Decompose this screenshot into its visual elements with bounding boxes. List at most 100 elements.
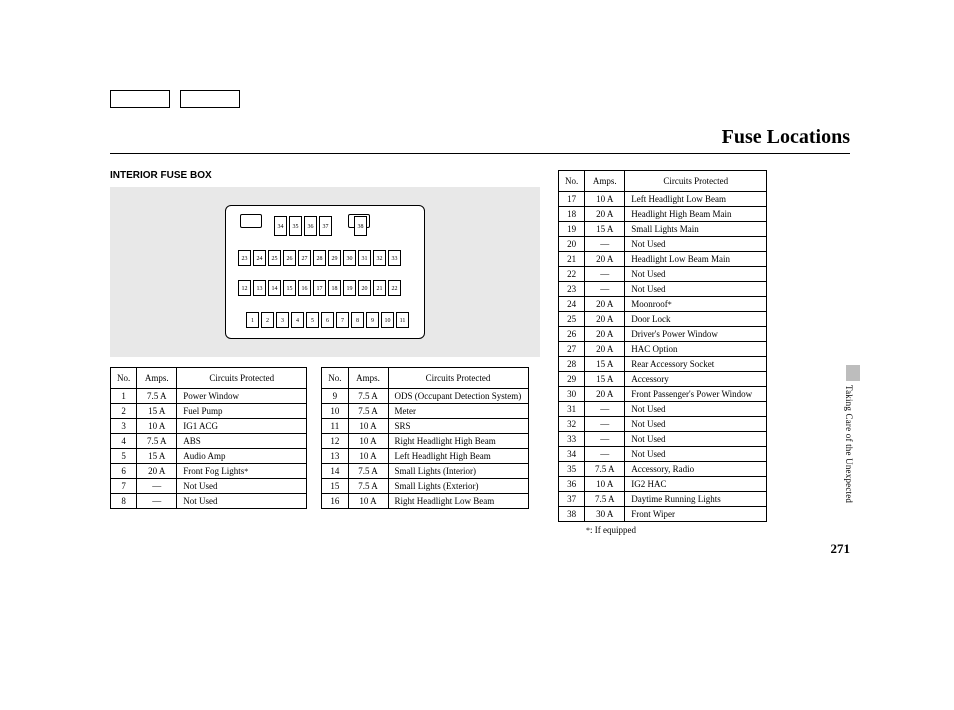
cell-no: 14 [322,464,348,479]
th-amps: Amps. [137,368,177,389]
cell-no: 26 [559,327,585,342]
cell-amps: — [585,237,625,252]
fuse-table-1: No. Amps. Circuits Protected 17.5 APower… [110,367,307,509]
table-row: 357.5 AAccessory, Radio [559,462,767,477]
table-row: 1820 AHeadlight High Beam Main [559,207,767,222]
cell-circuit: Accessory, Radio [625,462,767,477]
table-row: 2620 ADriver's Power Window [559,327,767,342]
cell-amps: — [585,447,625,462]
fuse-cell: 31 [358,250,371,266]
cell-no: 38 [559,507,585,522]
cell-no: 11 [322,419,348,434]
fuse-cell: 19 [343,280,356,296]
table-row: 1710 ALeft Headlight Low Beam [559,192,767,207]
cell-no: 13 [322,449,348,464]
cell-amps: 10 A [137,419,177,434]
table-row: 8—Not Used [111,494,307,509]
cell-no: 8 [111,494,137,509]
cell-circuit: ODS (Occupant Detection System) [388,389,528,404]
cell-no: 4 [111,434,137,449]
fuse-cell: 2 [261,312,274,328]
table-row: 33—Not Used [559,432,767,447]
table-row: 47.5 AABS [111,434,307,449]
fuse-cell: 18 [328,280,341,296]
cell-amps: — [585,282,625,297]
cell-amps: 30 A [585,507,625,522]
cell-amps: 20 A [585,312,625,327]
cell-amps: 20 A [585,342,625,357]
cell-no: 35 [559,462,585,477]
cell-circuit: Left Headlight High Beam [388,449,528,464]
link-box-1[interactable] [110,90,170,108]
fuse-cell: 14 [268,280,281,296]
cell-circuit: SRS [388,419,528,434]
cell-no: 23 [559,282,585,297]
cell-no: 21 [559,252,585,267]
table-row: 2815 ARear Accessory Socket [559,357,767,372]
table-row: 310 AIG1 ACG [111,419,307,434]
cell-no: 16 [322,494,348,509]
th-circuits: Circuits Protected [177,368,307,389]
cell-amps: 10 A [348,419,388,434]
cell-amps: — [137,479,177,494]
table-row: 515 AAudio Amp [111,449,307,464]
cell-no: 30 [559,387,585,402]
cell-no: 12 [322,434,348,449]
table-row: 3020 AFront Passenger's Power Window [559,387,767,402]
table-row: 97.5 AODS (Occupant Detection System) [322,389,528,404]
asterisk-icon: * [668,300,672,309]
cell-no: 27 [559,342,585,357]
cell-no: 15 [322,479,348,494]
fuse-cell: 35 [289,216,302,236]
cell-circuit: Not Used [625,447,767,462]
th-circuits: Circuits Protected [388,368,528,389]
cell-no: 7 [111,479,137,494]
fuse-cell: 37 [319,216,332,236]
cell-amps: 15 A [137,404,177,419]
table-row: 22—Not Used [559,267,767,282]
fuse-table-3: No. Amps. Circuits Protected 1710 ALeft … [558,170,767,522]
table-row: 107.5 AMeter [322,404,528,419]
cell-circuit: Small Lights Main [625,222,767,237]
fuse-cell: 15 [283,280,296,296]
fusebox-diagram: 3435363738 2324252627282930313233 121314… [110,187,540,357]
link-box-2[interactable] [180,90,240,108]
cell-amps: 10 A [585,192,625,207]
fuse-cell: 33 [388,250,401,266]
table-row: 2120 AHeadlight Low Beam Main [559,252,767,267]
fuse-cell: 13 [253,280,266,296]
table-row: 620 AFront Fog Lights* [111,464,307,479]
cell-circuit: Small Lights (Exterior) [388,479,528,494]
cell-circuit: Not Used [625,282,767,297]
cell-circuit: Not Used [625,402,767,417]
table-row: 7—Not Used [111,479,307,494]
cell-circuit: Not Used [625,432,767,447]
fuse-cell: 30 [343,250,356,266]
cell-amps: — [585,267,625,282]
fuse-cell: 38 [354,216,367,236]
table-row: 2520 ADoor Lock [559,312,767,327]
table-row: 1310 ALeft Headlight High Beam [322,449,528,464]
cell-no: 24 [559,297,585,312]
cell-circuit: HAC Option [625,342,767,357]
cell-amps: 7.5 A [137,389,177,404]
table-row: 17.5 APower Window [111,389,307,404]
cell-no: 37 [559,492,585,507]
header-link-boxes [110,90,850,108]
th-no: No. [322,368,348,389]
cell-amps: — [585,417,625,432]
cell-no: 22 [559,267,585,282]
footnote: *: If equipped [586,525,767,535]
fuse-cell: 23 [238,250,251,266]
cell-amps: 15 A [585,357,625,372]
cell-amps: 20 A [137,464,177,479]
fuse-cell: 27 [298,250,311,266]
section-side-label: Taking Care of the Unexpected [844,385,854,503]
fuse-cell: 22 [388,280,401,296]
cell-circuit: Driver's Power Window [625,327,767,342]
cell-amps: 7.5 A [348,389,388,404]
table-row: 31—Not Used [559,402,767,417]
cell-no: 20 [559,237,585,252]
cell-circuit: Not Used [625,237,767,252]
cell-amps: 20 A [585,387,625,402]
